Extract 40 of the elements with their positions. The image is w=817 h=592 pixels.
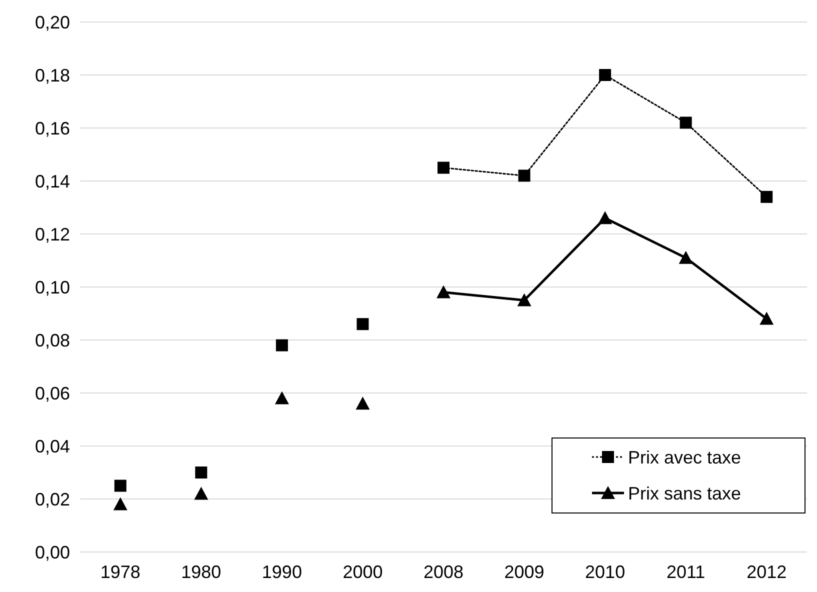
point bbox=[518, 170, 530, 182]
y-tick-label: 0,04 bbox=[34, 436, 70, 456]
point bbox=[760, 312, 774, 325]
point bbox=[436, 285, 450, 298]
x-tick-label: 1978 bbox=[100, 562, 140, 582]
x-tick-label: 1990 bbox=[262, 562, 302, 582]
point bbox=[274, 391, 289, 404]
point bbox=[276, 339, 288, 352]
y-tick-label: 0,06 bbox=[34, 383, 70, 404]
point bbox=[678, 250, 693, 264]
x-tick-label: 2010 bbox=[585, 562, 626, 582]
y-tick-label: 0,14 bbox=[34, 171, 70, 192]
y-tick-label: 0,08 bbox=[34, 330, 70, 350]
point bbox=[760, 190, 773, 203]
point bbox=[113, 497, 128, 510]
x-tick-label: 2000 bbox=[342, 562, 383, 582]
point bbox=[114, 480, 126, 492]
x-tick-label: 1980 bbox=[181, 562, 222, 582]
point bbox=[356, 318, 369, 330]
point bbox=[195, 466, 208, 478]
point bbox=[438, 162, 450, 174]
y-tick-label: 0,12 bbox=[34, 224, 70, 244]
legend-label: Prix avec taxe bbox=[628, 447, 742, 468]
y-tick-label: 0,10 bbox=[34, 277, 70, 298]
point bbox=[598, 211, 612, 224]
y-tick-label: 0,16 bbox=[34, 118, 70, 138]
x-tick-label: 2009 bbox=[504, 562, 544, 582]
y-tick-label: 0,00 bbox=[34, 542, 70, 562]
legend-label: Prix sans taxe bbox=[628, 483, 742, 504]
point bbox=[194, 486, 208, 500]
x-tick-label: 2011 bbox=[666, 562, 706, 582]
x-tick-label: 2012 bbox=[746, 562, 787, 582]
x-tick-label: 2008 bbox=[423, 562, 464, 582]
point bbox=[599, 69, 612, 81]
point bbox=[356, 396, 370, 410]
y-tick-label: 0,18 bbox=[34, 65, 70, 86]
y-tick-label: 0,02 bbox=[34, 489, 70, 510]
y-tick-label: 0,20 bbox=[34, 12, 70, 32]
point bbox=[680, 116, 692, 129]
point bbox=[517, 293, 532, 306]
